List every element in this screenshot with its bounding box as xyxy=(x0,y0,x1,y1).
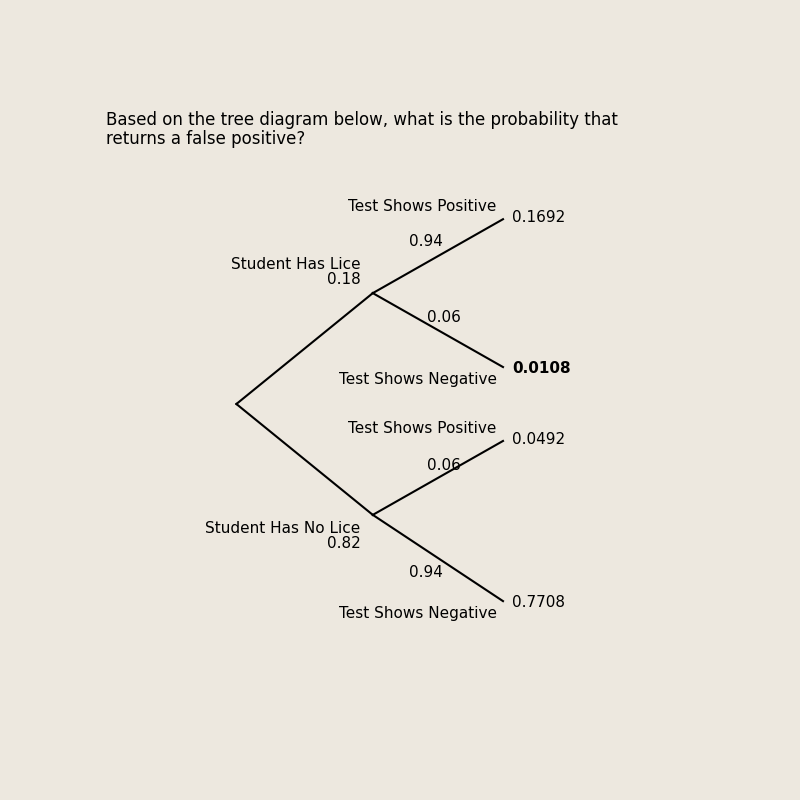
Text: Student Has No Lice: Student Has No Lice xyxy=(205,521,360,536)
Text: 0.0492: 0.0492 xyxy=(512,432,566,447)
Text: Test Shows Negative: Test Shows Negative xyxy=(339,606,497,621)
Text: 0.06: 0.06 xyxy=(427,458,461,473)
Text: 0.7708: 0.7708 xyxy=(512,595,566,610)
Text: 0.82: 0.82 xyxy=(326,537,360,551)
Text: Based on the tree diagram below, what is the probability that: Based on the tree diagram below, what is… xyxy=(106,111,618,130)
Text: 0.94: 0.94 xyxy=(409,234,442,249)
Text: 0.06: 0.06 xyxy=(427,310,461,325)
Text: Test Shows Positive: Test Shows Positive xyxy=(349,199,497,214)
Text: 0.0108: 0.0108 xyxy=(512,361,571,376)
Text: 0.94: 0.94 xyxy=(409,566,442,580)
Text: returns a false positive?: returns a false positive? xyxy=(106,130,306,148)
Text: 0.18: 0.18 xyxy=(326,272,360,287)
Text: Test Shows Positive: Test Shows Positive xyxy=(349,421,497,436)
Text: 0.1692: 0.1692 xyxy=(512,210,566,226)
Text: Test Shows Negative: Test Shows Negative xyxy=(339,372,497,387)
Text: Student Has Lice: Student Has Lice xyxy=(230,257,360,271)
